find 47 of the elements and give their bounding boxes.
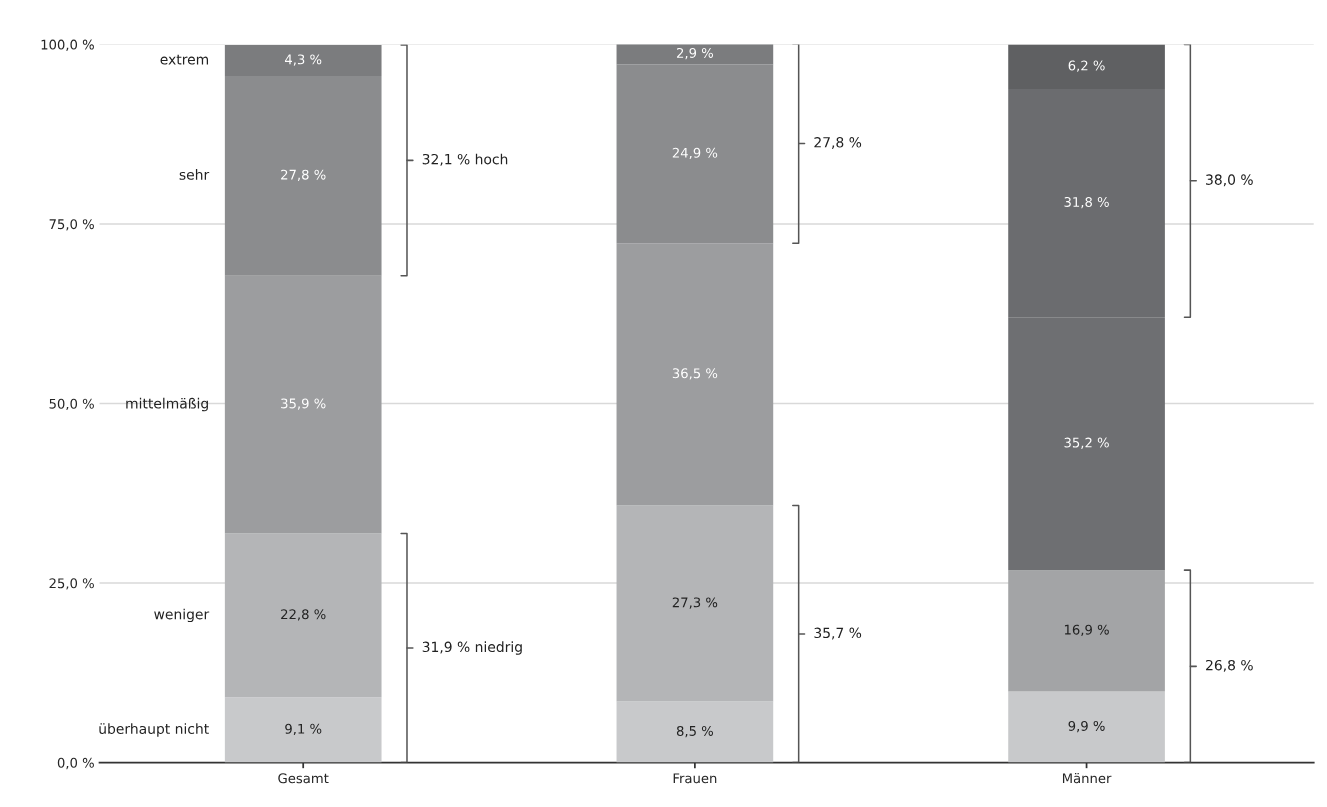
bar: [224, 45, 382, 76]
annotation: 35,7 %: [814, 627, 862, 640]
bar: [616, 64, 774, 244]
bar: [616, 243, 774, 506]
data-label: 9,9 %: [1068, 720, 1105, 733]
data-label: 2,9 %: [676, 47, 714, 60]
bar: [616, 44, 774, 65]
data-label: 8,5 %: [676, 725, 714, 738]
y-tick-label: 25,0 %: [49, 578, 94, 590]
y-tick-label: 100,0 %: [41, 39, 94, 51]
annotation: 32,1 % hoch: [422, 153, 508, 166]
data-label: 9,1 %: [285, 723, 322, 736]
bar: [616, 701, 774, 763]
bar: [224, 75, 382, 276]
bar: [224, 275, 382, 534]
data-label: 22,8 %: [281, 609, 326, 621]
x-tick-label: Frauen: [673, 773, 717, 784]
data-label: 35,2 %: [1064, 437, 1109, 449]
data-label: 27,3 %: [672, 597, 718, 609]
series-label: weniger: [154, 608, 210, 623]
bar: [1008, 691, 1165, 763]
x-tick-label: Gesamt: [278, 773, 329, 784]
y-tick-label: 50,0 %: [49, 398, 94, 411]
data-label: 24,9 %: [672, 147, 718, 160]
series-label: überhaupt nicht: [99, 723, 209, 737]
annotation: 27,8 %: [814, 137, 862, 149]
bar: [224, 697, 382, 763]
bar: [224, 533, 382, 698]
annotation: 38,0 %: [1206, 174, 1253, 187]
data-label: 35,9 %: [281, 398, 326, 410]
annotation: 26,8 %: [1206, 659, 1253, 672]
data-label: 4,3 %: [284, 54, 322, 66]
bar: [1008, 570, 1165, 692]
data-label: 6,2 %: [1068, 60, 1105, 72]
series-label: mittelmäßig: [126, 397, 208, 412]
annotation: 31,9 % niedrig: [422, 641, 522, 655]
data-label: 16,9 %: [1064, 624, 1109, 636]
x-tick-label: Männer: [1062, 773, 1112, 784]
data-label: 27,8 %: [281, 169, 326, 181]
series-label: extrem: [160, 54, 209, 65]
data-label: 36,5 %: [672, 368, 718, 380]
y-tick-label: 75,0 %: [49, 219, 94, 231]
y-tick-label: 0,0 %: [57, 757, 94, 770]
series-label: sehr: [179, 169, 210, 180]
bar: [616, 505, 774, 702]
data-label: 31,8 %: [1064, 196, 1109, 209]
bar: [1008, 44, 1165, 89]
